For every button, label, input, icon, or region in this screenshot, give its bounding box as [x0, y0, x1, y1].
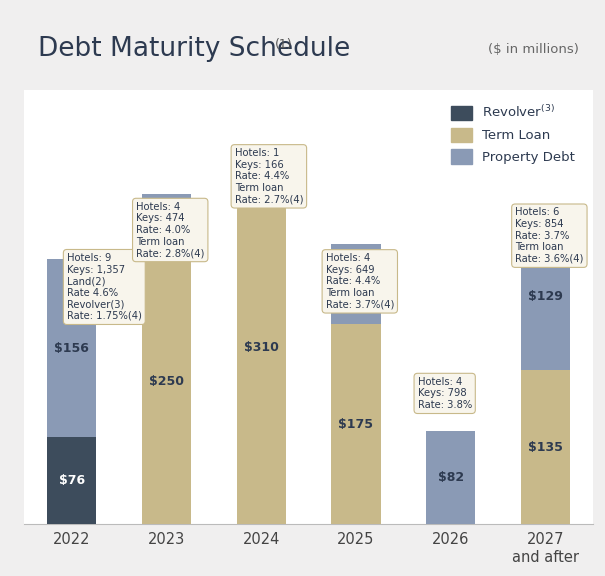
Text: Hotels: 4
Keys: 649
Rate: 4.4%
Term loan
Rate: 3.7%(4): Hotels: 4 Keys: 649 Rate: 4.4% Term loan…	[325, 253, 394, 309]
Bar	[237, 145, 286, 170]
Text: $129: $129	[528, 290, 563, 303]
Text: $39: $39	[154, 210, 179, 223]
Text: $82: $82	[437, 471, 464, 484]
Bar	[426, 430, 476, 524]
Text: $310: $310	[244, 341, 278, 354]
Text: $250: $250	[149, 375, 184, 388]
Text: Hotels: 9
Keys: 1,357
Land(2)
Rate 4.6%
Revolver(3)
Rate: 1.75%(4): Hotels: 9 Keys: 1,357 Land(2) Rate 4.6% …	[67, 253, 142, 321]
Text: ($ in millions): ($ in millions)	[488, 43, 578, 56]
Text: $175: $175	[338, 418, 373, 431]
Bar	[332, 244, 381, 324]
Bar	[332, 324, 381, 524]
Text: $76: $76	[59, 474, 85, 487]
Text: Hotels: 4
Keys: 474
Rate: 4.0%
Term loan
Rate: 2.8%(4): Hotels: 4 Keys: 474 Rate: 4.0% Term loan…	[136, 202, 204, 258]
Text: (1): (1)	[275, 38, 292, 51]
Text: Debt Maturity Schedule: Debt Maturity Schedule	[38, 36, 351, 62]
Text: Hotels: 4
Keys: 798
Rate: 3.8%: Hotels: 4 Keys: 798 Rate: 3.8%	[417, 377, 472, 410]
Bar	[47, 259, 96, 437]
Text: Hotels: 1
Keys: 166
Rate: 4.4%
Term loan
Rate: 2.7%(4): Hotels: 1 Keys: 166 Rate: 4.4% Term loan…	[235, 148, 303, 204]
Text: $135: $135	[528, 441, 563, 454]
Text: $22: $22	[248, 151, 274, 164]
Bar	[142, 194, 191, 239]
Text: $156: $156	[54, 342, 89, 355]
Legend: Revolver$^{(3)}$, Term Loan, Property Debt: Revolver$^{(3)}$, Term Loan, Property De…	[445, 99, 581, 169]
Text: $70: $70	[343, 278, 369, 291]
Bar	[142, 239, 191, 524]
Bar	[47, 437, 96, 524]
Bar	[237, 170, 286, 524]
Text: Hotels: 6
Keys: 854
Rate: 3.7%
Term loan
Rate: 3.6%(4): Hotels: 6 Keys: 854 Rate: 3.7% Term loan…	[515, 207, 584, 264]
Bar	[521, 370, 570, 524]
Bar	[521, 223, 570, 370]
